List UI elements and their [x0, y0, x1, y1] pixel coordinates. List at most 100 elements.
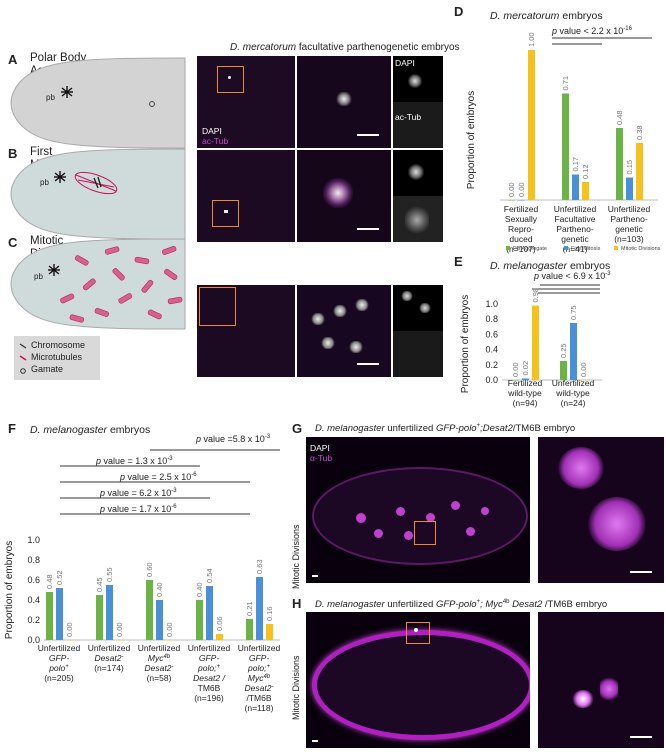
- polar-body-icon-c: [48, 264, 60, 276]
- f-group-n: (n=174): [94, 663, 124, 673]
- d-bar: [582, 182, 589, 200]
- d-bar: [528, 50, 535, 200]
- e-bar: [512, 380, 519, 381]
- panel-c-letter: C: [8, 235, 18, 250]
- e-bar: [580, 380, 587, 381]
- panel-d-letter: D: [454, 4, 464, 19]
- legend-gamate-label: Gamate: [31, 364, 64, 374]
- f-pvalue: p value =5.8 x 10-3: [195, 434, 271, 444]
- f-data-label: 0.40: [155, 582, 164, 597]
- f-group-label: TM6B: [198, 683, 221, 693]
- f-group-label: Unfertilized: [38, 643, 81, 653]
- e-group-label: Unfertilized: [551, 378, 595, 388]
- d-data-label: 0.12: [581, 164, 590, 179]
- schematic-a: pb: [10, 57, 186, 149]
- e-bar: [560, 361, 567, 380]
- d-group-label: Facultative: [554, 214, 595, 224]
- d-group-label: (n=107): [506, 244, 536, 254]
- f-pvalue: p value = 1.7 x 10-6: [99, 504, 177, 514]
- f-data-label: 0.60: [145, 562, 154, 577]
- schematic-b: pb: [10, 148, 186, 240]
- f-ytick: 0.4: [27, 595, 40, 605]
- embryo-schematics: pb pb pb: [10, 57, 186, 380]
- f-data-label: 0.00: [165, 622, 174, 637]
- panel-h-letter: H: [292, 596, 302, 611]
- d-bar: [508, 200, 515, 201]
- d-group-label: Sexually: [505, 214, 538, 224]
- f-group-n: (n=196): [194, 693, 224, 703]
- pb-label-c: pb: [34, 272, 43, 281]
- scale-bar-h: [312, 740, 318, 742]
- f-data-label: 0.06: [215, 616, 224, 631]
- roi-box-a: [217, 66, 244, 93]
- micro-h-embryo: [306, 612, 530, 748]
- micro-h-zoom: [538, 612, 664, 748]
- polar-body-icon-b: [54, 171, 66, 183]
- f-group-label: Myc4b: [148, 653, 171, 663]
- e-ytick: 0.2: [485, 360, 498, 370]
- f-pvalue: p value = 2.5 x 10-6: [119, 472, 197, 482]
- d-pvalue: p value < 2.2 x 10-16: [551, 26, 633, 36]
- pb-label-b: pb: [40, 178, 49, 187]
- f-bar: [116, 640, 123, 641]
- roi-box-b: [212, 200, 239, 227]
- f-group-label: Unfertilized: [188, 643, 231, 653]
- d-data-label: 0.15: [625, 160, 634, 175]
- f-bar: [256, 577, 263, 640]
- e-data-label: 0.98: [531, 288, 540, 303]
- e-ytick: 0.0: [485, 375, 498, 385]
- split-dapi-a: DAPI: [395, 58, 415, 68]
- roi-box-g: [414, 521, 436, 545]
- f-group-label: GFP-: [249, 653, 269, 663]
- e-bar: [522, 378, 529, 380]
- chromosome-icon: [19, 343, 27, 349]
- scale-bar-h-zoom: [630, 736, 652, 738]
- f-bar: [146, 580, 153, 640]
- e-bar: [532, 305, 539, 380]
- f-data-label: 0.21: [245, 601, 254, 616]
- micro-b-split: [393, 150, 443, 242]
- scale-bar-a: [357, 134, 379, 136]
- d-data-label: 0.00: [517, 182, 526, 197]
- micro-g-zoom: [538, 437, 664, 583]
- d-legend-label: PB Aggregate: [513, 246, 547, 252]
- f-group-label: Desat2-: [145, 663, 174, 673]
- panel-a-letter: A: [8, 52, 18, 67]
- roi-box-c: [199, 287, 236, 326]
- f-data-label: 0.00: [65, 622, 74, 637]
- d-bar: [562, 93, 569, 200]
- d-group-label: genetic: [615, 224, 643, 234]
- f-bar: [266, 624, 273, 640]
- d-legend-swatch: [506, 246, 510, 250]
- microtubules-icon: [19, 355, 27, 361]
- e-group-label: (n=24): [560, 398, 586, 408]
- f-bar: [156, 600, 163, 640]
- micro-b-overview: [197, 150, 295, 242]
- f-bar: [56, 588, 63, 640]
- schematic-c: pb: [10, 238, 186, 330]
- micro-c-split: [393, 285, 443, 377]
- f-group-label: polo;+: [247, 663, 270, 673]
- d-bar: [616, 128, 623, 200]
- f-ylabel: Proportion of embryos: [4, 541, 15, 639]
- d-legend-label: Mitotic Divisions: [621, 246, 661, 252]
- f-group-label: Myc4b: [248, 673, 271, 683]
- f-data-label: 0.52: [55, 570, 64, 585]
- micro-c-overview: [197, 285, 295, 377]
- d-group-label: genetic: [561, 234, 589, 244]
- d-bar: [626, 177, 633, 200]
- d-group-label: Unfertilized: [608, 204, 651, 214]
- d-data-label: 0.48: [615, 110, 624, 125]
- e-ytick: 0.4: [485, 345, 498, 355]
- panel-f-letter: F: [8, 421, 16, 436]
- scale-bar-c: [357, 363, 379, 365]
- panel-h-side-label: Mitotic Divisions: [291, 655, 301, 720]
- d-data-label: 0.71: [561, 76, 570, 91]
- f-group-label: GFP-: [49, 653, 69, 663]
- panel-g-side-label: Mitotic Divisions: [291, 524, 301, 589]
- f-ytick: 0.6: [27, 575, 40, 585]
- d-bar: [636, 143, 643, 200]
- mitotic-spindles-icons: [60, 245, 183, 323]
- micro-g-embryo: DAPI α-Tub: [306, 437, 530, 583]
- e-data-label: 0.75: [569, 305, 578, 320]
